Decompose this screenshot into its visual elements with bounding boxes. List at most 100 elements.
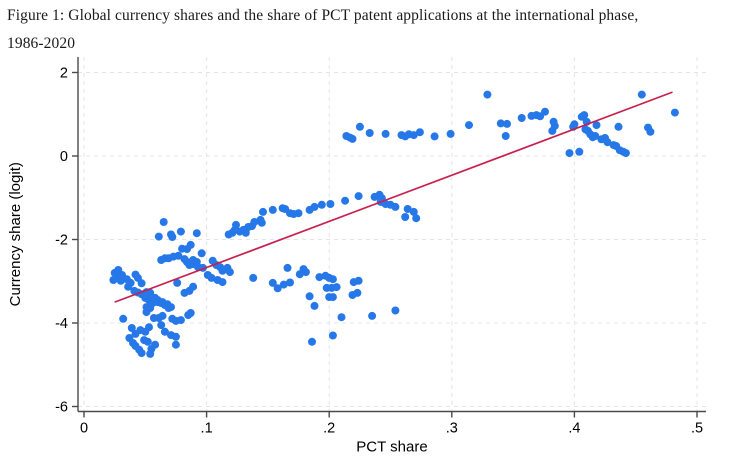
scatter-point (368, 311, 377, 320)
scatter-point (124, 282, 133, 291)
x-tick-label: .3 (446, 421, 458, 437)
scatter-point (409, 131, 418, 140)
scatter-point (137, 349, 146, 358)
scatter-point (154, 232, 163, 241)
scatter-point (614, 122, 623, 131)
scatter-point (603, 138, 612, 147)
scatter-point (145, 323, 153, 332)
scatter-point (354, 276, 363, 285)
scatter-point (501, 132, 510, 140)
scatter-point (570, 120, 579, 129)
scatter-point (116, 276, 125, 285)
scatter-point (305, 292, 314, 301)
x-tick-label: .5 (691, 421, 703, 437)
scatter-point (403, 205, 412, 213)
scatter-point (391, 202, 400, 211)
scatter-point (186, 309, 195, 317)
scatter-point (353, 288, 362, 297)
scatter-point (354, 192, 363, 201)
scatter-point (592, 121, 601, 130)
figure-caption-line1: Figure 1: Global currency shares and the… (7, 7, 639, 24)
scatter-point (225, 268, 234, 277)
scatter-point (257, 218, 266, 227)
scatter-point (328, 275, 337, 284)
x-tick-label: .1 (201, 421, 213, 437)
scatter-point (160, 327, 169, 336)
y-tick-label: -2 (55, 233, 68, 249)
scatter-point (332, 283, 341, 292)
scatter-point (176, 316, 185, 325)
scatter-point (670, 108, 679, 117)
scatter-point (119, 314, 128, 323)
scatter-point (355, 122, 364, 131)
scatter-point (591, 132, 600, 140)
scatter-point (143, 337, 152, 346)
scatter-point (273, 284, 282, 293)
y-axis-title: Currency share (logit) (7, 162, 24, 306)
scatter-point (465, 121, 473, 130)
scatter-point (310, 202, 319, 211)
scatter-point (232, 220, 240, 229)
scatter-point (137, 279, 146, 288)
scatter-point (415, 128, 424, 137)
scatter-point (503, 119, 511, 128)
y-tick-label: -6 (55, 400, 68, 416)
scatter-point (295, 270, 304, 279)
scatter-point (185, 286, 194, 295)
scatter-point (146, 288, 155, 297)
scatter-point (259, 207, 267, 216)
scatter-point (109, 276, 118, 284)
scatter-point (341, 196, 350, 205)
x-tick-label: 0 (80, 421, 88, 437)
scatter-point (167, 303, 175, 312)
scatter-point (171, 340, 180, 349)
scatter-point (430, 132, 439, 141)
scatter-point (337, 313, 346, 322)
scatter-point (171, 332, 180, 341)
scatter-point (328, 293, 337, 302)
scatter-point (409, 207, 418, 216)
scatter-point (381, 129, 390, 138)
scatter-point (168, 233, 177, 241)
scatter-point (192, 229, 201, 238)
scatter-point (637, 90, 646, 99)
y-tick-label: 2 (60, 66, 68, 82)
scatter-point (326, 200, 335, 208)
figure-caption-line2: 1986-2020 (7, 35, 76, 52)
scatter-point (621, 149, 630, 158)
scatter-point (174, 251, 183, 260)
scatter-point (541, 107, 549, 116)
scatter-point (365, 129, 374, 137)
scatter-point (283, 263, 292, 272)
y-tick-label: 0 (60, 149, 68, 165)
scatter-point (158, 311, 167, 320)
scatter-point (249, 273, 258, 282)
scatter-point (183, 258, 191, 266)
scatter-point (391, 306, 400, 315)
scatter-point (496, 119, 505, 128)
scatter-point (310, 301, 319, 310)
scatter-point (186, 240, 195, 249)
y-tick-label: -4 (55, 316, 68, 332)
scatter-point (142, 308, 151, 317)
scatter-point (517, 114, 526, 122)
scatter-point (151, 340, 160, 349)
scatter-point (401, 213, 410, 221)
scatter-point (146, 349, 155, 358)
scatter-point (218, 278, 227, 287)
scatter-point (159, 218, 168, 226)
scatter-point (176, 227, 185, 236)
scatter-point (250, 218, 259, 226)
scatter-point (317, 200, 326, 209)
scatter-point (308, 337, 316, 346)
scatter-point (157, 321, 166, 330)
scatter-point (268, 278, 277, 287)
scatter-point (575, 147, 584, 156)
scatter-point (565, 149, 574, 158)
scatter-point (197, 249, 206, 258)
x-axis-title: PCT share (356, 439, 427, 456)
scatter-point (412, 214, 421, 223)
scatter-point (268, 205, 277, 214)
